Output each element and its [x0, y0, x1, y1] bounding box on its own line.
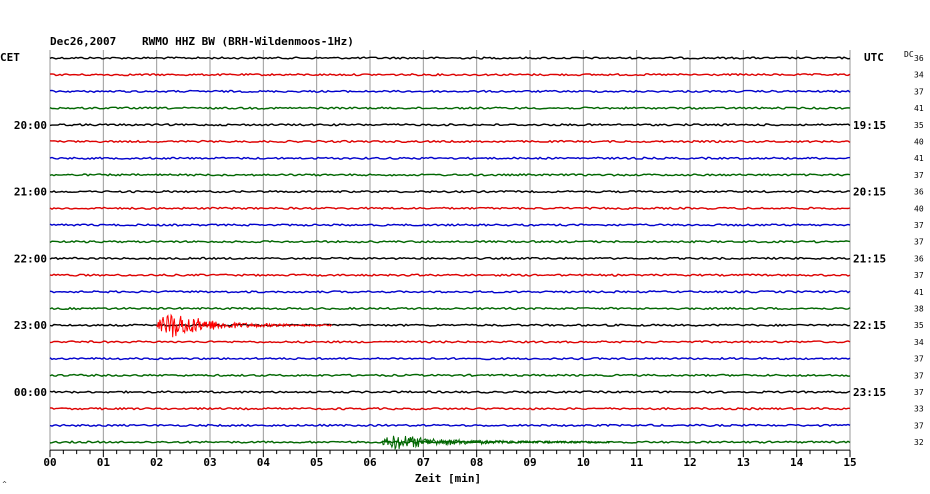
- right-hour-label: 20:15: [853, 186, 886, 199]
- dc-value-label: 40: [914, 204, 924, 213]
- trace-line-19: [49, 373, 851, 378]
- left-hour-label: 22:00: [14, 252, 47, 265]
- trace-line-4: [49, 123, 851, 127]
- dc-value-label: 38: [914, 305, 924, 314]
- dc-value-label: 37: [914, 371, 924, 380]
- x-tick-label: 00: [43, 456, 56, 469]
- x-tick-label: 14: [790, 456, 804, 469]
- trace-line-22: [49, 423, 851, 428]
- dc-value-label: 41: [914, 288, 924, 297]
- trace-line-14: [49, 290, 851, 294]
- corner-mark: ^: [2, 481, 7, 488]
- x-tick-label: 12: [683, 456, 696, 469]
- dc-value-label: 37: [914, 221, 924, 230]
- trace-line-17: [49, 340, 851, 344]
- left-timezone-label: CET: [0, 51, 20, 64]
- trace-line-1: [49, 72, 851, 77]
- trace-lines: [49, 56, 851, 444]
- dc-value-label: 32: [914, 438, 924, 447]
- trace-line-8: [49, 189, 851, 194]
- dc-value-label: 37: [914, 421, 924, 430]
- chart-station: RWMO HHZ BW (BRH-Wildenmoos-1Hz): [142, 35, 354, 48]
- x-tick-label: 09: [523, 456, 536, 469]
- dc-value-label: 37: [914, 388, 924, 397]
- event-waveform-0: [156, 313, 333, 338]
- axis-labels: 00 01 02 03 04 05 06 07 08 09 10 11 12 13 14 15 36 34 37 41…: [14, 54, 924, 469]
- x-tick-label: 11: [630, 456, 644, 469]
- x-tick-label: 08: [470, 456, 483, 469]
- x-axis-label: Zeit [min]: [415, 472, 481, 485]
- dc-value-label: 37: [914, 87, 924, 96]
- x-tick-label: 06: [363, 456, 377, 469]
- dc-value-label: 37: [914, 238, 924, 247]
- left-hour-label: 23:00: [14, 319, 47, 332]
- dc-value-label: 41: [914, 104, 924, 113]
- trace-line-15: [49, 306, 851, 311]
- x-tick-label: 02: [150, 456, 163, 469]
- trace-line-9: [49, 206, 851, 211]
- x-tick-label: 15: [843, 456, 856, 469]
- dc-value-label: 37: [914, 171, 924, 180]
- dc-value-label: 40: [914, 138, 924, 147]
- trace-line-7: [49, 173, 851, 177]
- dc-value-label: 36: [914, 188, 924, 197]
- dc-value-label: 41: [914, 154, 924, 163]
- trace-line-0: [49, 56, 851, 60]
- dc-value-label: 34: [914, 338, 924, 347]
- x-tick-label: 04: [257, 456, 271, 469]
- dc-value-label: 34: [914, 71, 924, 80]
- dc-value-label: 36: [914, 254, 924, 263]
- trace-line-16: [49, 323, 851, 328]
- dc-value-label: 35: [914, 121, 924, 130]
- trace-line-11: [49, 239, 851, 244]
- trace-line-21: [49, 406, 850, 411]
- dc-value-label: 37: [914, 355, 924, 364]
- dc-label: DC: [904, 50, 914, 59]
- trace-line-18: [49, 356, 851, 361]
- trace-line-13: [49, 273, 851, 277]
- right-timezone-label: UTC: [864, 51, 884, 64]
- dc-value-label: 37: [914, 271, 924, 280]
- right-hour-label: 19:15: [853, 119, 886, 132]
- right-hour-label: 23:15: [853, 386, 886, 399]
- chart-date: Dec26,2007: [50, 35, 116, 48]
- right-hour-label: 21:15: [853, 252, 886, 265]
- trace-line-5: [49, 139, 851, 144]
- x-tick-label: 07: [417, 456, 430, 469]
- event-waveform-1: [380, 435, 610, 451]
- x-tick-label: 10: [577, 456, 590, 469]
- dc-value-label: 36: [914, 54, 924, 63]
- x-tick-label: 05: [310, 456, 323, 469]
- dc-value-label: 33: [914, 405, 924, 414]
- trace-line-6: [49, 156, 851, 160]
- dc-value-label: 35: [914, 321, 924, 330]
- trace-line-12: [49, 256, 851, 261]
- left-hour-label: 20:00: [14, 119, 47, 132]
- x-tick-label: 13: [737, 456, 750, 469]
- trace-line-2: [49, 89, 851, 94]
- trace-line-3: [49, 106, 851, 110]
- trace-line-20: [49, 390, 851, 394]
- x-tick-label: 01: [97, 456, 111, 469]
- left-hour-label: 21:00: [14, 186, 47, 199]
- right-hour-label: 22:15: [853, 319, 886, 332]
- event-waveforms: [156, 313, 610, 451]
- trace-line-10: [49, 223, 851, 227]
- grid-lines: [49, 50, 851, 458]
- left-hour-label: 00:00: [14, 386, 47, 399]
- x-tick-label: 03: [203, 456, 216, 469]
